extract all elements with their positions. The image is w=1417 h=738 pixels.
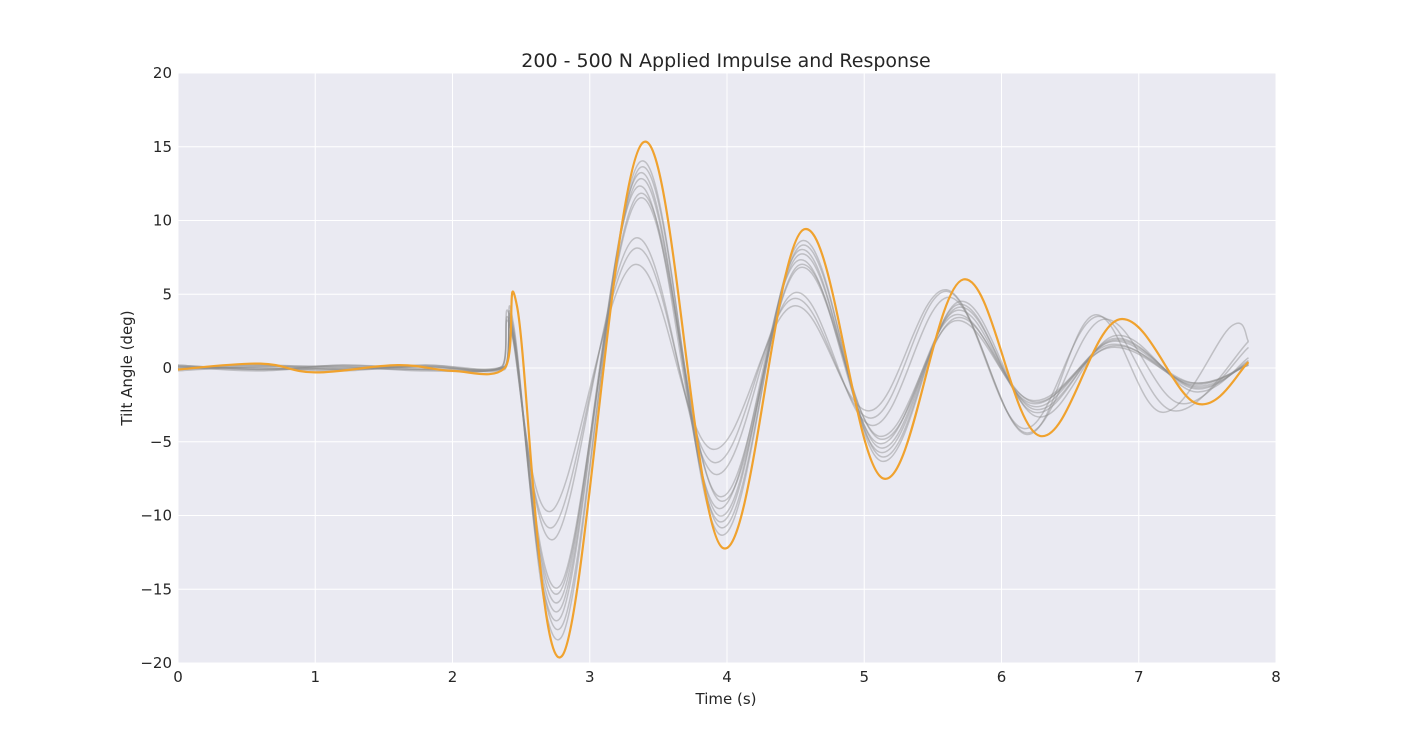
- chart-title: 200 - 500 N Applied Impulse and Response: [521, 50, 930, 72]
- series-layer: [177, 141, 1250, 659]
- x-tick-label: 0: [173, 668, 183, 686]
- gridlines: [177, 72, 1277, 664]
- highlight-series-line: [177, 141, 1250, 659]
- y-tick-label: 15: [153, 138, 172, 156]
- y-tick-label: −5: [150, 433, 172, 451]
- x-tick-label: 7: [1134, 668, 1144, 686]
- y-tick-label: 10: [153, 212, 172, 230]
- y-tick-label: −20: [140, 654, 172, 672]
- x-tick-label: 4: [722, 668, 732, 686]
- y-axis-label: Tilt Angle (deg): [118, 310, 136, 426]
- trial-series-line: [177, 178, 1249, 613]
- y-tick-label: 5: [162, 285, 172, 303]
- y-tick-label: −15: [140, 580, 172, 598]
- y-tick-label: 0: [162, 359, 172, 377]
- x-tick-label: 5: [859, 668, 869, 686]
- x-axis-label: Time (s): [695, 690, 757, 708]
- x-tick-label: 6: [997, 668, 1007, 686]
- y-tick-label: −10: [140, 507, 172, 525]
- y-tick-label: 20: [153, 64, 172, 82]
- x-tick-label: 8: [1271, 668, 1281, 686]
- trial-series-line: [177, 185, 1249, 604]
- x-tick-label: 2: [448, 668, 458, 686]
- trial-series-line: [177, 197, 1249, 589]
- trial-series-line: [177, 166, 1249, 631]
- x-tick-label: 3: [585, 668, 595, 686]
- trial-series-line: [177, 247, 1250, 529]
- x-tick-label: 1: [310, 668, 320, 686]
- y-tick-labels: −20 −15 −10 −5 0 5 10 15 20: [140, 64, 172, 672]
- x-tick-labels: 0 1 2 3 4 5 6 7 8: [173, 668, 1281, 686]
